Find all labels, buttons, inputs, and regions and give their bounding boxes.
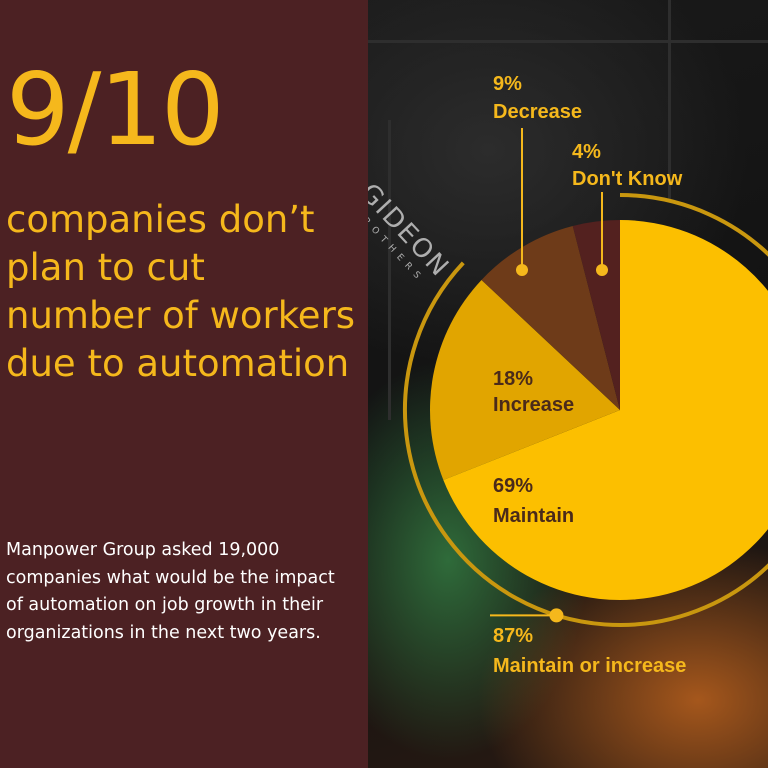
maintain-label: Maintain — [493, 505, 574, 527]
annotation-pct: 87% — [493, 625, 533, 647]
annotation-label: Maintain or increase — [493, 655, 686, 677]
dont-know-pct: 4% — [572, 141, 601, 163]
pie-slice-increase — [430, 279, 620, 480]
big-number: 9/10 — [6, 51, 225, 168]
headline-text: companies don’t plan to cut number of wo… — [6, 198, 356, 385]
dont-know-leader-dot — [596, 264, 608, 276]
increase-label: Increase — [493, 394, 574, 416]
annotation-dot — [549, 608, 564, 623]
pie-slice-decrease — [481, 225, 620, 410]
description-text: Manpower Group asked 19,000 companies wh… — [6, 540, 335, 643]
circuit-trace — [368, 40, 768, 43]
decrease-pct: 9% — [493, 73, 522, 95]
dont-know-label: Don't Know — [572, 168, 683, 190]
left-panel: 9/10 companies don’t plan to cut number … — [0, 0, 368, 768]
decrease-label: Decrease — [493, 101, 582, 123]
maintain-pct: 69% — [493, 475, 533, 497]
pie-slice-maintain — [443, 220, 768, 600]
increase-pct: 18% — [493, 368, 533, 390]
pie-slice-don-t-know — [572, 220, 620, 410]
pie-slices — [430, 220, 768, 600]
circuit-trace — [388, 120, 391, 420]
decrease-leader-dot — [516, 264, 528, 276]
circuit-trace — [668, 0, 671, 200]
maintain-or-increase-arc — [403, 193, 768, 627]
